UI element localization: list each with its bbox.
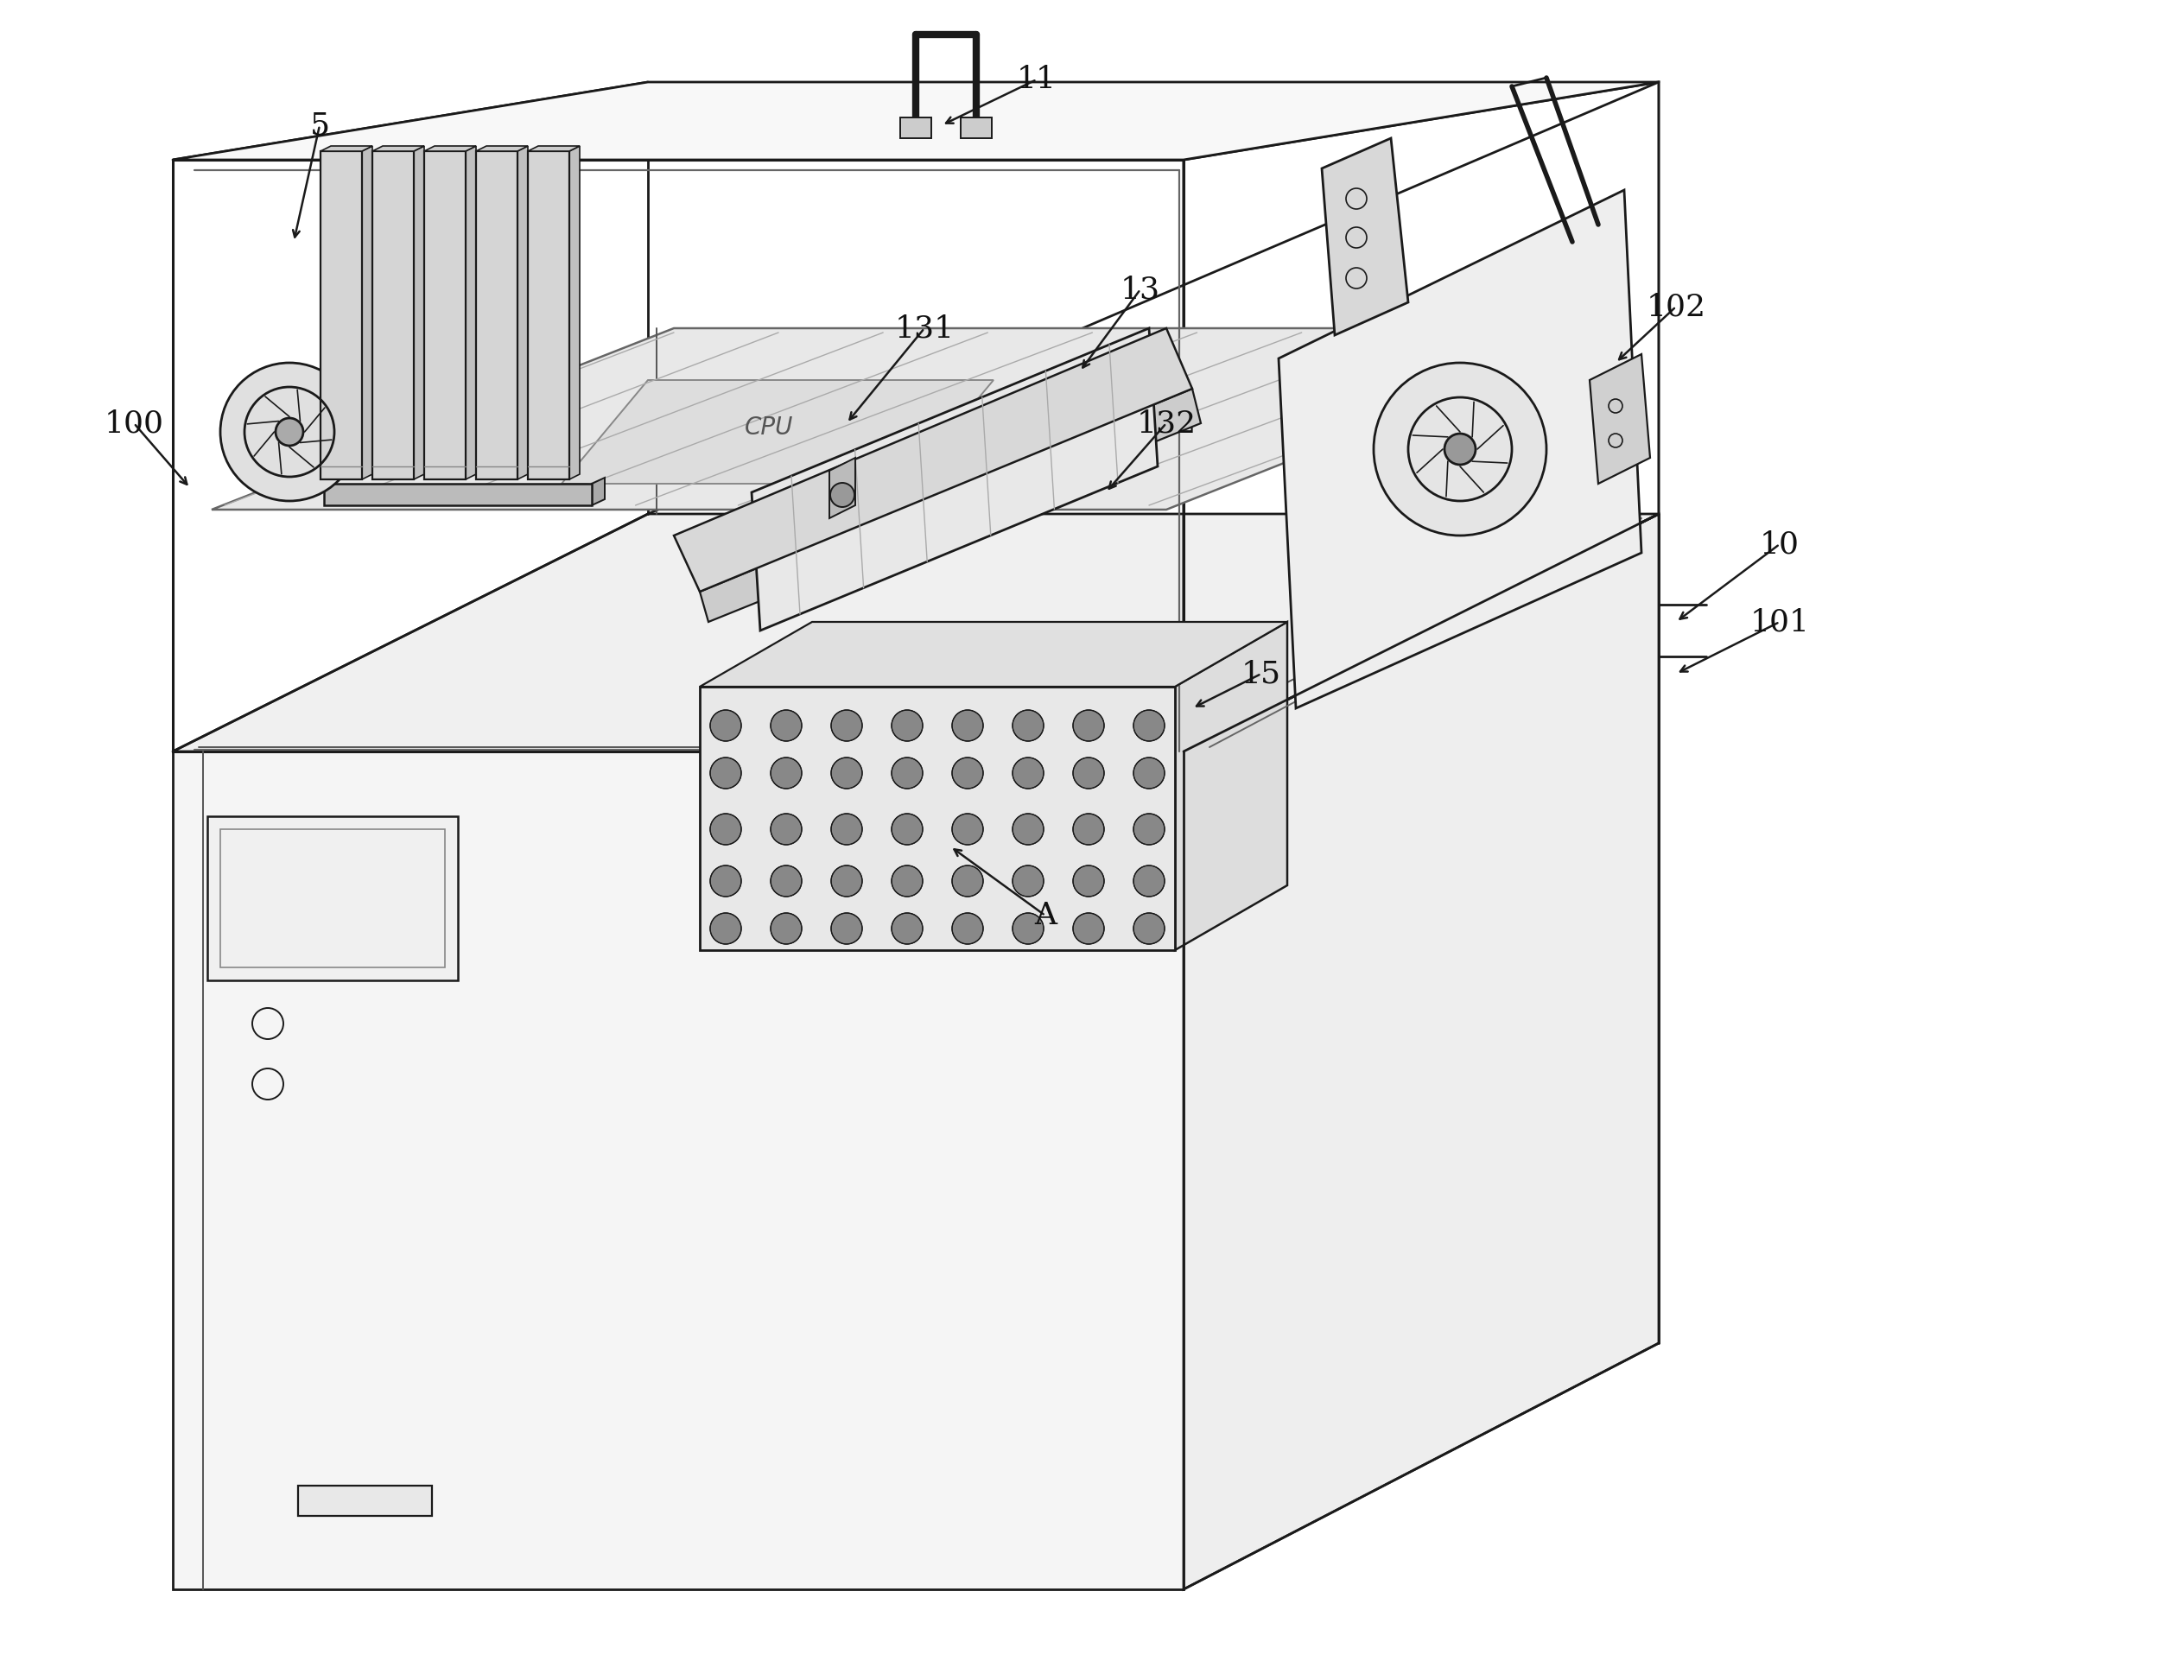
Polygon shape <box>173 82 1658 160</box>
Circle shape <box>1133 813 1164 845</box>
Circle shape <box>1072 711 1105 741</box>
Circle shape <box>952 711 983 741</box>
Polygon shape <box>675 328 1192 591</box>
Circle shape <box>771 758 802 788</box>
Circle shape <box>891 912 922 944</box>
Circle shape <box>1072 813 1105 845</box>
Text: 131: 131 <box>895 314 954 343</box>
Polygon shape <box>465 146 476 479</box>
Polygon shape <box>173 751 1184 1589</box>
Circle shape <box>1444 433 1476 465</box>
Polygon shape <box>830 457 856 517</box>
Circle shape <box>832 758 863 788</box>
Circle shape <box>771 912 802 944</box>
Circle shape <box>952 758 983 788</box>
Circle shape <box>710 758 740 788</box>
Circle shape <box>891 813 922 845</box>
Polygon shape <box>699 687 1175 951</box>
Polygon shape <box>699 388 1201 622</box>
Circle shape <box>1133 912 1164 944</box>
Text: 132: 132 <box>1136 408 1197 438</box>
Polygon shape <box>529 146 579 151</box>
Polygon shape <box>371 151 413 479</box>
Circle shape <box>710 711 740 741</box>
Text: 102: 102 <box>1647 292 1706 321</box>
Circle shape <box>1013 912 1044 944</box>
Text: 15: 15 <box>1241 659 1282 689</box>
Circle shape <box>952 912 983 944</box>
Circle shape <box>771 865 802 897</box>
Circle shape <box>952 813 983 845</box>
Polygon shape <box>173 514 1658 751</box>
Circle shape <box>952 865 983 897</box>
Circle shape <box>1374 363 1546 536</box>
Text: 13: 13 <box>1120 274 1160 304</box>
Circle shape <box>710 865 740 897</box>
Polygon shape <box>1321 138 1409 334</box>
Text: 101: 101 <box>1749 606 1811 637</box>
Circle shape <box>275 418 304 445</box>
Circle shape <box>832 711 863 741</box>
Circle shape <box>1072 912 1105 944</box>
Polygon shape <box>561 380 994 484</box>
Circle shape <box>1133 865 1164 897</box>
Circle shape <box>830 482 854 507</box>
Polygon shape <box>699 622 1286 687</box>
Polygon shape <box>529 151 570 479</box>
Circle shape <box>832 865 863 897</box>
Circle shape <box>891 758 922 788</box>
Circle shape <box>710 912 740 944</box>
Circle shape <box>891 711 922 741</box>
Circle shape <box>1013 865 1044 897</box>
Polygon shape <box>476 151 518 479</box>
Polygon shape <box>961 118 992 138</box>
Polygon shape <box>900 118 930 138</box>
Circle shape <box>1013 758 1044 788</box>
Circle shape <box>832 813 863 845</box>
Polygon shape <box>751 328 1158 630</box>
Text: A: A <box>1033 900 1057 931</box>
Circle shape <box>1133 711 1164 741</box>
Circle shape <box>771 711 802 741</box>
Circle shape <box>1133 758 1164 788</box>
Polygon shape <box>476 146 529 151</box>
Polygon shape <box>297 1485 432 1515</box>
Polygon shape <box>1278 190 1642 709</box>
Polygon shape <box>570 146 579 479</box>
Polygon shape <box>207 816 459 981</box>
Polygon shape <box>321 146 371 151</box>
Polygon shape <box>323 484 592 506</box>
Circle shape <box>1072 758 1105 788</box>
Polygon shape <box>321 151 363 479</box>
Polygon shape <box>371 146 424 151</box>
Circle shape <box>891 865 922 897</box>
Text: 10: 10 <box>1760 529 1800 559</box>
Circle shape <box>1013 813 1044 845</box>
Circle shape <box>221 363 358 501</box>
Text: 5: 5 <box>310 111 330 139</box>
Circle shape <box>832 912 863 944</box>
Circle shape <box>1013 711 1044 741</box>
Polygon shape <box>1184 514 1658 1589</box>
Circle shape <box>710 813 740 845</box>
Polygon shape <box>592 477 605 506</box>
Circle shape <box>1072 865 1105 897</box>
Text: 100: 100 <box>105 408 164 438</box>
Text: 11: 11 <box>1018 66 1057 94</box>
Polygon shape <box>413 146 424 479</box>
Polygon shape <box>212 328 1625 509</box>
Text: CPU: CPU <box>745 415 793 440</box>
Polygon shape <box>424 151 465 479</box>
Polygon shape <box>1590 354 1651 484</box>
Polygon shape <box>424 146 476 151</box>
Polygon shape <box>363 146 371 479</box>
Circle shape <box>771 813 802 845</box>
Polygon shape <box>518 146 529 479</box>
Polygon shape <box>1175 622 1286 951</box>
